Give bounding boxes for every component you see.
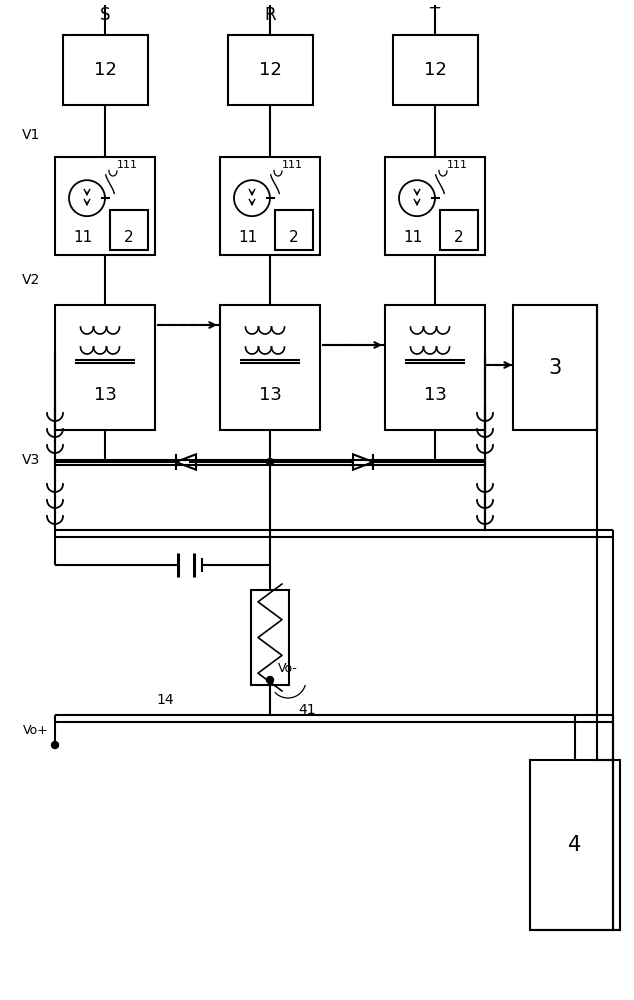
Bar: [220, 305, 320, 430]
Text: T: T: [430, 6, 440, 24]
Text: R: R: [264, 6, 276, 24]
Text: 3: 3: [548, 358, 562, 377]
Text: 13: 13: [259, 386, 281, 404]
Text: 111: 111: [446, 160, 467, 170]
Bar: [63, 35, 148, 105]
Bar: [530, 760, 620, 930]
Bar: [440, 210, 478, 250]
Bar: [513, 305, 597, 430]
Text: V3: V3: [22, 453, 40, 467]
Text: 111: 111: [281, 160, 302, 170]
Bar: [393, 35, 478, 105]
Bar: [275, 210, 313, 250]
Text: 13: 13: [424, 386, 446, 404]
Bar: [385, 305, 485, 430]
Text: V1: V1: [22, 128, 41, 142]
Text: V2: V2: [22, 273, 40, 287]
Text: Vo+: Vo+: [23, 724, 49, 738]
Text: 12: 12: [424, 61, 446, 79]
Circle shape: [51, 742, 58, 748]
Text: 13: 13: [94, 386, 117, 404]
Bar: [55, 305, 155, 430]
Circle shape: [266, 458, 273, 466]
Text: 11: 11: [74, 230, 93, 244]
Text: Vo-: Vo-: [278, 662, 298, 674]
Bar: [220, 157, 320, 255]
Text: 11: 11: [403, 230, 423, 244]
Text: S: S: [100, 6, 110, 24]
Circle shape: [266, 676, 273, 684]
Text: 2: 2: [289, 231, 299, 245]
Text: 11: 11: [238, 230, 257, 244]
Text: 14: 14: [156, 693, 174, 707]
Text: 4: 4: [568, 835, 581, 855]
Text: 2: 2: [124, 231, 134, 245]
Bar: [251, 590, 289, 685]
Bar: [55, 157, 155, 255]
Bar: [110, 210, 148, 250]
Bar: [385, 157, 485, 255]
Text: 111: 111: [117, 160, 138, 170]
Bar: [228, 35, 313, 105]
Text: 12: 12: [94, 61, 117, 79]
Text: 2: 2: [454, 231, 464, 245]
Text: 41: 41: [298, 703, 316, 717]
Text: 12: 12: [259, 61, 281, 79]
